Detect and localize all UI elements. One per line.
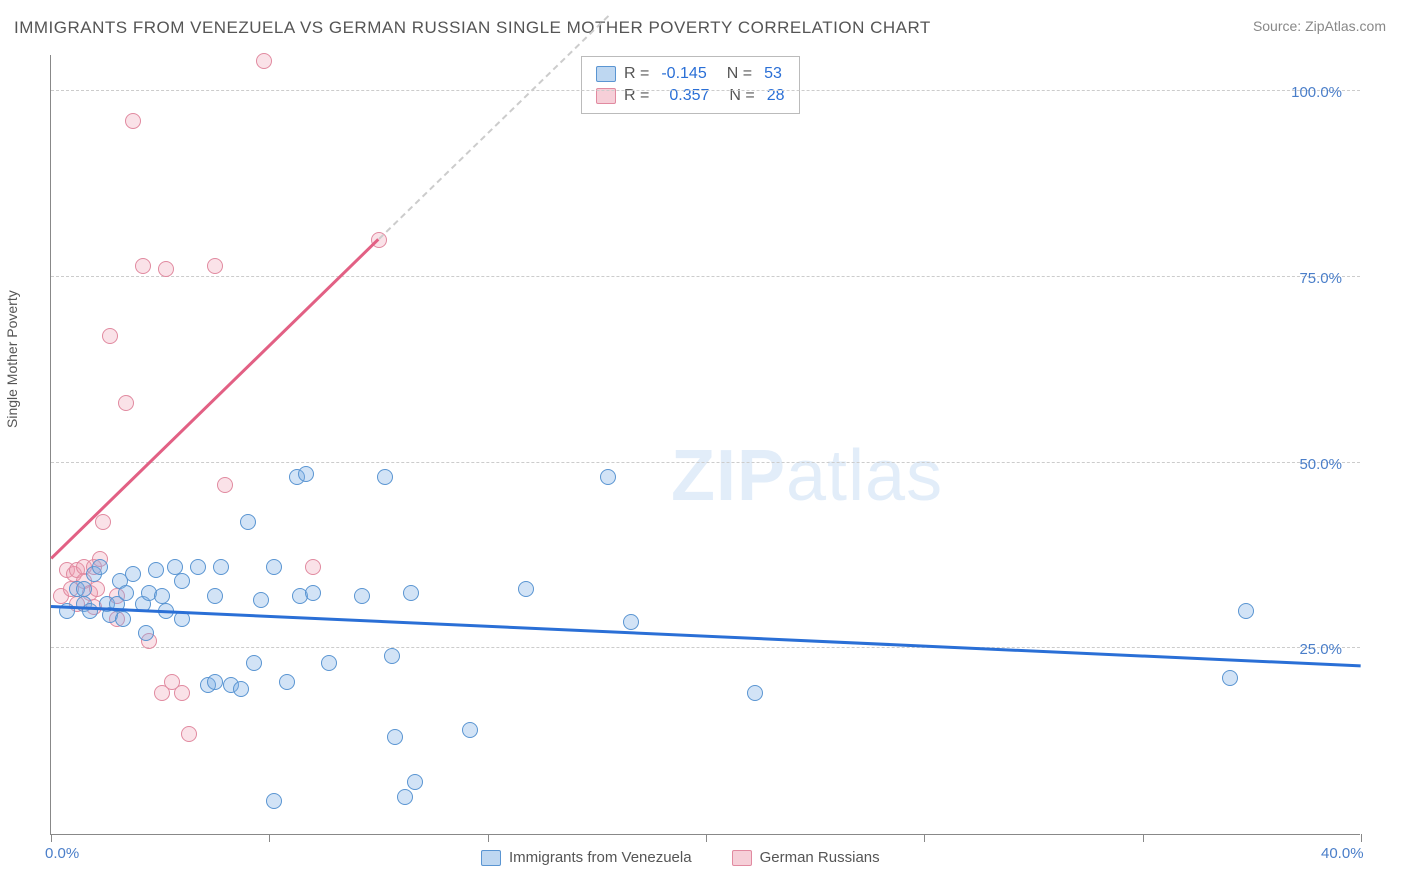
data-point	[190, 559, 206, 575]
data-point	[125, 113, 141, 129]
data-point	[1238, 603, 1254, 619]
swatch-blue	[481, 850, 501, 866]
data-point	[181, 726, 197, 742]
data-point	[623, 614, 639, 630]
gridline-h	[51, 647, 1360, 648]
legend-row-blue: R = -0.145 N = 53	[596, 63, 785, 85]
y-axis-label: Single Mother Poverty	[4, 290, 20, 428]
gridline-h	[51, 90, 1360, 91]
data-point	[387, 729, 403, 745]
data-point	[354, 588, 370, 604]
gridline-h	[51, 276, 1360, 277]
data-point	[102, 328, 118, 344]
data-point	[76, 581, 92, 597]
correlation-legend: R = -0.145 N = 53 R = 0.357 N = 28	[581, 56, 800, 114]
data-point	[377, 469, 393, 485]
x-tick	[924, 834, 925, 842]
data-point	[207, 588, 223, 604]
data-point	[462, 722, 478, 738]
chart-title: IMMIGRANTS FROM VENEZUELA VS GERMAN RUSS…	[14, 18, 931, 38]
data-point	[384, 648, 400, 664]
watermark: ZIPatlas	[671, 435, 943, 517]
x-tick	[488, 834, 489, 842]
legend-item-venezuela: Immigrants from Venezuela	[481, 849, 692, 866]
data-point	[1222, 670, 1238, 686]
n-label: N =	[729, 85, 754, 107]
data-point	[125, 566, 141, 582]
x-tick	[269, 834, 270, 842]
data-point	[279, 674, 295, 690]
data-point	[148, 562, 164, 578]
data-point	[246, 655, 262, 671]
gridline-h	[51, 462, 1360, 463]
x-tick-label: 0.0%	[45, 845, 79, 862]
data-point	[403, 585, 419, 601]
data-point	[600, 469, 616, 485]
x-tick	[706, 834, 707, 842]
trend-line	[378, 15, 609, 239]
data-point	[158, 261, 174, 277]
legend-row-pink: R = 0.357 N = 28	[596, 85, 785, 107]
data-point	[167, 559, 183, 575]
data-point	[207, 258, 223, 274]
data-point	[240, 514, 256, 530]
y-tick-label: 75.0%	[1299, 270, 1342, 287]
chart-container: IMMIGRANTS FROM VENEZUELA VS GERMAN RUSS…	[0, 0, 1406, 892]
data-point	[266, 793, 282, 809]
data-point	[397, 789, 413, 805]
x-tick-label: 40.0%	[1321, 845, 1364, 862]
data-point	[154, 588, 170, 604]
x-tick	[1143, 834, 1144, 842]
swatch-blue	[596, 66, 616, 82]
data-point	[213, 559, 229, 575]
data-point	[305, 559, 321, 575]
data-point	[321, 655, 337, 671]
x-tick	[1361, 834, 1362, 842]
y-tick-label: 50.0%	[1299, 456, 1342, 473]
data-point	[92, 559, 108, 575]
trend-line	[50, 238, 379, 559]
data-point	[233, 681, 249, 697]
data-point	[253, 592, 269, 608]
data-point	[174, 685, 190, 701]
data-point	[174, 573, 190, 589]
watermark-bold: ZIP	[671, 436, 786, 516]
data-point	[95, 514, 111, 530]
data-point	[115, 611, 131, 627]
data-point	[138, 625, 154, 641]
data-point	[298, 466, 314, 482]
source-attribution: Source: ZipAtlas.com	[1253, 18, 1386, 34]
data-point	[256, 53, 272, 69]
data-point	[118, 585, 134, 601]
legend-item-german-russians: German Russians	[732, 849, 880, 866]
r-value-blue: -0.145	[661, 63, 706, 85]
y-tick-label: 100.0%	[1291, 84, 1342, 101]
n-value-pink: 28	[767, 85, 785, 107]
n-label: N =	[727, 63, 752, 85]
y-tick-label: 25.0%	[1299, 641, 1342, 658]
legend-label: Immigrants from Venezuela	[509, 849, 692, 866]
data-point	[518, 581, 534, 597]
data-point	[118, 395, 134, 411]
data-point	[217, 477, 233, 493]
r-value-pink: 0.357	[669, 85, 709, 107]
series-legend: Immigrants from Venezuela German Russian…	[481, 849, 880, 866]
data-point	[747, 685, 763, 701]
r-label: R =	[624, 85, 649, 107]
n-value-blue: 53	[764, 63, 782, 85]
swatch-pink	[732, 850, 752, 866]
r-label: R =	[624, 63, 649, 85]
data-point	[135, 258, 151, 274]
x-tick	[51, 834, 52, 842]
watermark-thin: atlas	[786, 436, 943, 516]
data-point	[407, 774, 423, 790]
plot-area: ZIPatlas R = -0.145 N = 53 R = 0.357 N =…	[50, 55, 1360, 835]
legend-label: German Russians	[760, 849, 880, 866]
data-point	[305, 585, 321, 601]
data-point	[207, 674, 223, 690]
data-point	[266, 559, 282, 575]
